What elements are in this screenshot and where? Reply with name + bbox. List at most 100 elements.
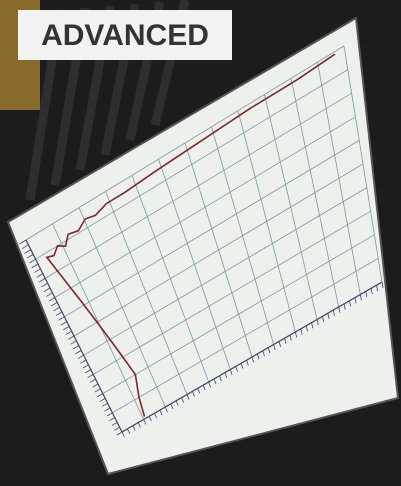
tick-mark bbox=[170, 403, 174, 410]
tick-mark bbox=[235, 366, 238, 372]
plot-area bbox=[19, 45, 384, 437]
tick-mark bbox=[197, 388, 201, 394]
tick-mark bbox=[55, 311, 63, 316]
tick-mark bbox=[94, 388, 101, 393]
tick-mark bbox=[148, 416, 152, 422]
tick-mark bbox=[68, 335, 75, 340]
tick-mark bbox=[289, 335, 292, 341]
tick-mark bbox=[208, 381, 211, 388]
tick-mark bbox=[137, 422, 141, 428]
tick-mark bbox=[349, 300, 352, 307]
tick-mark bbox=[251, 356, 255, 363]
tick-mark bbox=[338, 306, 341, 313]
grid-line bbox=[73, 163, 364, 337]
tick-mark bbox=[305, 325, 308, 332]
photo-curve bbox=[45, 53, 336, 417]
tick-mark bbox=[257, 353, 260, 360]
tick-mark bbox=[164, 406, 168, 413]
tick-mark bbox=[34, 268, 41, 273]
tick-mark bbox=[109, 417, 116, 422]
tick-mark bbox=[376, 285, 378, 292]
tick-mark bbox=[284, 338, 287, 344]
grid-line bbox=[92, 210, 371, 375]
tick-mark bbox=[53, 306, 60, 312]
tick-mark bbox=[48, 297, 56, 302]
tick-mark bbox=[75, 350, 82, 355]
grid-line bbox=[83, 187, 368, 356]
badge-box bbox=[18, 10, 232, 60]
tick-mark bbox=[114, 426, 120, 431]
tick-mark bbox=[43, 287, 51, 293]
tick-mark bbox=[327, 313, 330, 320]
tick-mark bbox=[60, 321, 68, 326]
tick-mark bbox=[31, 263, 39, 269]
tick-mark bbox=[370, 288, 373, 295]
tick-mark bbox=[116, 431, 123, 436]
tick-mark bbox=[278, 341, 281, 347]
tick-mark bbox=[246, 360, 249, 366]
tick-mark bbox=[38, 278, 46, 283]
tick-mark bbox=[85, 369, 92, 374]
tick-mark bbox=[111, 422, 118, 426]
tick-mark bbox=[311, 322, 314, 329]
tick-mark bbox=[213, 378, 217, 385]
tick-mark bbox=[121, 431, 125, 437]
grid-line bbox=[112, 258, 379, 414]
tick-mark bbox=[186, 394, 190, 400]
tick-mark bbox=[354, 297, 357, 304]
tick-mark bbox=[77, 354, 84, 359]
tick-mark bbox=[365, 291, 368, 298]
tick-mark bbox=[58, 316, 65, 321]
tick-mark bbox=[24, 249, 32, 254]
tick-mark bbox=[36, 273, 44, 278]
grid-line bbox=[25, 45, 345, 241]
tick-mark bbox=[202, 384, 206, 391]
tick-mark bbox=[41, 282, 48, 288]
tick-mark bbox=[262, 350, 265, 357]
tick-mark bbox=[19, 239, 27, 245]
tick-mark bbox=[21, 244, 29, 249]
tick-mark bbox=[106, 412, 113, 417]
tick-mark bbox=[92, 383, 99, 388]
tick-mark bbox=[192, 391, 195, 397]
tick-mark bbox=[219, 375, 222, 382]
tick-mark bbox=[80, 359, 87, 364]
tick-mark bbox=[322, 316, 325, 323]
tick-mark bbox=[65, 330, 72, 336]
tick-mark bbox=[132, 425, 136, 431]
tick-mark bbox=[102, 402, 108, 407]
tick-mark bbox=[181, 397, 185, 403]
tick-mark bbox=[26, 254, 34, 259]
tick-mark bbox=[51, 302, 58, 307]
grid-line bbox=[54, 116, 356, 298]
tick-mark bbox=[343, 303, 346, 310]
tick-mark bbox=[273, 344, 276, 351]
tick-mark bbox=[82, 364, 89, 369]
tick-mark bbox=[300, 328, 303, 335]
badge-label: ADVANCED bbox=[41, 19, 209, 52]
tick-mark bbox=[143, 419, 147, 425]
tick-mark bbox=[294, 331, 298, 338]
tick-mark bbox=[359, 294, 362, 301]
grid-line bbox=[35, 69, 349, 260]
tick-mark bbox=[29, 258, 36, 264]
tick-mark bbox=[99, 398, 106, 402]
tick-mark bbox=[87, 374, 94, 379]
tick-mark bbox=[154, 413, 158, 419]
tick-mark bbox=[104, 407, 111, 412]
tick-mark bbox=[46, 292, 53, 297]
tick-mark bbox=[70, 340, 77, 345]
tick-mark bbox=[63, 326, 70, 331]
tick-mark bbox=[89, 378, 96, 383]
tick-mark bbox=[97, 393, 104, 398]
grid-line bbox=[64, 140, 360, 318]
grid-line bbox=[102, 234, 375, 394]
device-screen bbox=[6, 16, 400, 476]
tick-mark bbox=[224, 372, 228, 378]
tick-mark bbox=[159, 409, 163, 416]
tick-mark bbox=[316, 319, 319, 326]
tick-mark bbox=[381, 281, 384, 288]
tick-mark bbox=[229, 369, 233, 375]
